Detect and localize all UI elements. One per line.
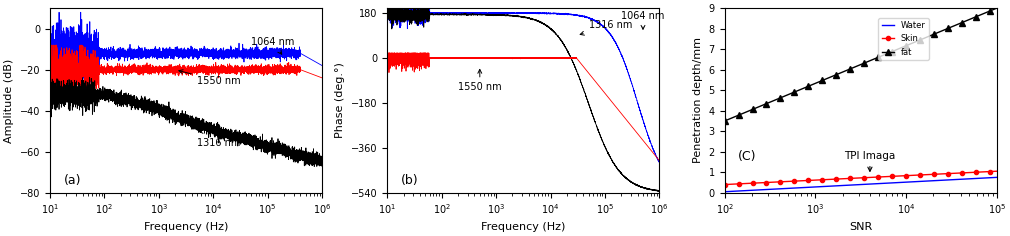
Text: 1064 nm: 1064 nm xyxy=(251,37,295,54)
Text: 1316 nm: 1316 nm xyxy=(179,119,240,148)
Text: 1550 nm: 1550 nm xyxy=(179,70,240,86)
Text: 1064 nm: 1064 nm xyxy=(621,11,665,29)
X-axis label: Frequency (Hz): Frequency (Hz) xyxy=(143,222,228,232)
Text: (a): (a) xyxy=(64,173,81,186)
Y-axis label: Amplitude (dB): Amplitude (dB) xyxy=(4,58,14,143)
Legend: Water, Skin, fat: Water, Skin, fat xyxy=(879,18,929,60)
X-axis label: Frequency (Hz): Frequency (Hz) xyxy=(481,222,566,232)
Y-axis label: Penetration depth/mm: Penetration depth/mm xyxy=(693,38,703,164)
Text: TPI Imaga: TPI Imaga xyxy=(844,151,896,171)
Text: (C): (C) xyxy=(738,150,756,163)
Text: (b): (b) xyxy=(401,173,418,186)
Text: 1550 nm: 1550 nm xyxy=(459,69,502,93)
Text: 1316 nm: 1316 nm xyxy=(580,20,632,35)
X-axis label: SNR: SNR xyxy=(849,222,873,232)
Y-axis label: Phase (deg.°): Phase (deg.°) xyxy=(335,63,345,138)
